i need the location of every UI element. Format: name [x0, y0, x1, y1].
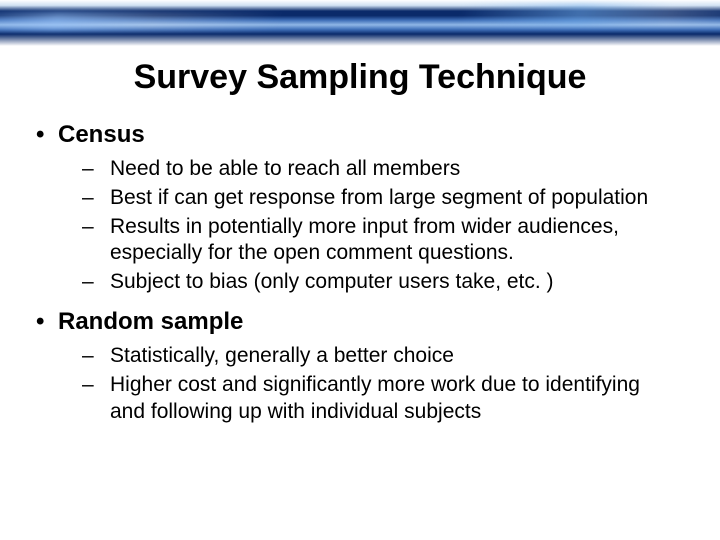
- header-banner: [0, 0, 720, 46]
- sub-bullet: – Subject to bias (only computer users t…: [80, 269, 686, 296]
- sub-bullet-text: Results in potentially more input from w…: [110, 214, 686, 268]
- slide-title: Survey Sampling Technique: [0, 58, 720, 97]
- bullet-heading: Random sample: [58, 308, 686, 337]
- sub-bullet: – Higher cost and significantly more wor…: [80, 372, 686, 426]
- slide-body: • Census – Need to be able to reach all …: [0, 119, 720, 426]
- sub-bullet: – Results in potentially more input from…: [80, 214, 686, 268]
- dash-icon: –: [80, 156, 110, 183]
- sub-bullet-text: Statistically, generally a better choice: [110, 343, 686, 370]
- bullet-heading: Census: [58, 121, 686, 150]
- sub-bullet: – Need to be able to reach all members: [80, 156, 686, 183]
- bullet-census: • Census: [34, 121, 686, 150]
- dash-icon: –: [80, 185, 110, 212]
- sub-bullet-text: Subject to bias (only computer users tak…: [110, 269, 686, 296]
- sub-bullet-text: Higher cost and significantly more work …: [110, 372, 686, 426]
- sub-bullet-text: Best if can get response from large segm…: [110, 185, 686, 212]
- sub-bullet: – Best if can get response from large se…: [80, 185, 686, 212]
- random-sample-subitems: – Statistically, generally a better choi…: [80, 343, 686, 426]
- bullet-dot-icon: •: [34, 308, 58, 336]
- census-subitems: – Need to be able to reach all members –…: [80, 156, 686, 296]
- dash-icon: –: [80, 343, 110, 370]
- dash-icon: –: [80, 214, 110, 241]
- bullet-random-sample: • Random sample: [34, 308, 686, 337]
- sub-bullet: – Statistically, generally a better choi…: [80, 343, 686, 370]
- dash-icon: –: [80, 269, 110, 296]
- dash-icon: –: [80, 372, 110, 399]
- bullet-dot-icon: •: [34, 121, 58, 149]
- sub-bullet-text: Need to be able to reach all members: [110, 156, 686, 183]
